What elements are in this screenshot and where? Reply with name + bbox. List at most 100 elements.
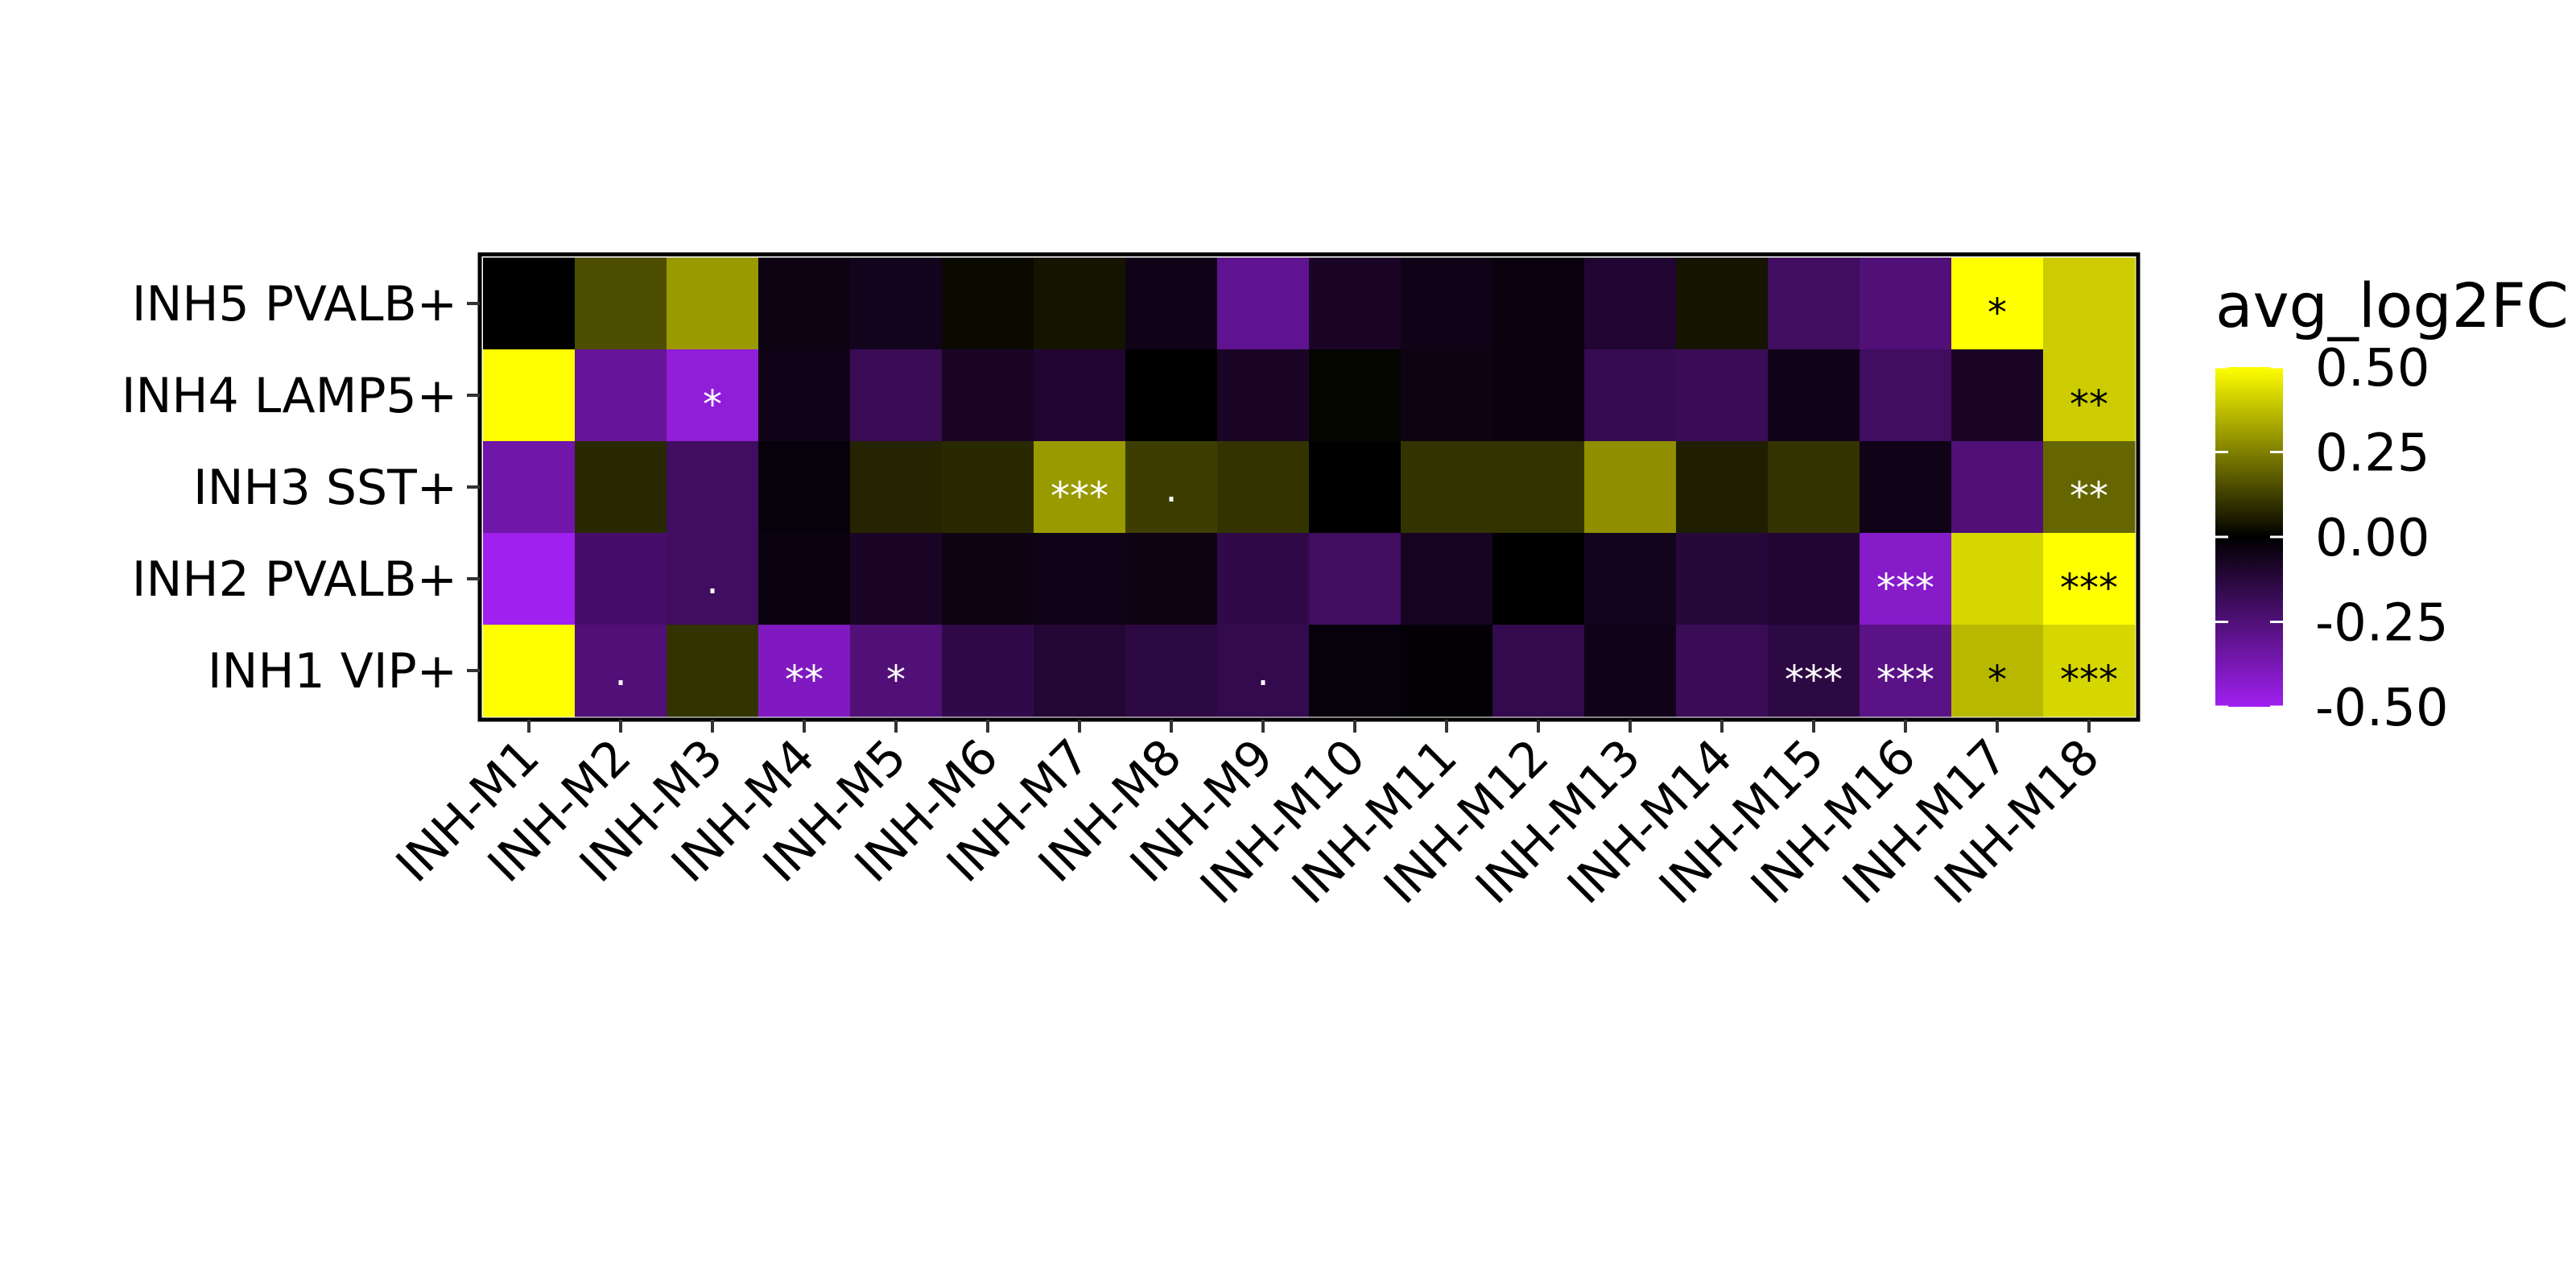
heatmap-cells: [483, 258, 2136, 717]
y-tick-label: INH5 PVALB+: [132, 276, 457, 332]
heatmap-cell-inh2-pvalb-inh-m1: [483, 533, 576, 625]
heatmap-cell-inh3-sst-inh-m9: [1217, 441, 1310, 534]
significance-label: **: [785, 658, 824, 703]
heatmap-cell-inh2-pvalb-inh-m18: [2043, 533, 2136, 625]
heatmap-cell-inh2-pvalb-inh-m13: [1584, 533, 1677, 625]
heatmap-cell-inh4-lamp5-inh-m7: [1034, 349, 1126, 442]
heatmap-cell-inh5-pvalb-inh-m13: [1584, 258, 1677, 350]
heatmap-cell-inh1-vip-inh-m17: [1951, 625, 2044, 717]
heatmap-cell-inh1-vip-inh-m16: [1860, 625, 1952, 717]
significance-label: .: [1257, 650, 1269, 695]
heatmap-cell-inh2-pvalb-inh-m10: [1309, 533, 1402, 625]
heatmap-cell-inh2-pvalb-inh-m16: [1860, 533, 1952, 625]
heatmap-cell-inh4-lamp5-inh-m2: [575, 349, 667, 442]
y-tick-label: INH3 SST+: [193, 460, 457, 516]
legend-tick-label: 0.00: [2315, 509, 2430, 568]
heatmap-cell-inh4-lamp5-inh-m6: [942, 349, 1034, 442]
significance-label: *: [703, 382, 722, 427]
heatmap-cell-inh3-sst-inh-m4: [758, 441, 851, 534]
heatmap-cell-inh5-pvalb-inh-m9: [1217, 258, 1310, 350]
heatmap-cell-inh4-lamp5-inh-m15: [1768, 349, 1860, 442]
heatmap-cell-inh1-vip-inh-m18: [2043, 625, 2136, 717]
heatmap-cell-inh5-pvalb-inh-m4: [758, 258, 851, 350]
heatmap-cell-inh3-sst-inh-m16: [1860, 441, 1952, 534]
heatmap-cell-inh1-vip-inh-m7: [1034, 625, 1126, 717]
heatmap-cell-inh2-pvalb-inh-m17: [1951, 533, 2044, 625]
heatmap-cell-inh5-pvalb-inh-m15: [1768, 258, 1860, 350]
heatmap-cell-inh4-lamp5-inh-m13: [1584, 349, 1677, 442]
significance-label: ***: [1051, 474, 1108, 519]
significance-label: ***: [2060, 658, 2118, 703]
heatmap-cell-inh2-pvalb-inh-m15: [1768, 533, 1860, 625]
legend-tick-label: 0.25: [2315, 424, 2430, 484]
significance-label: **: [2070, 382, 2108, 427]
heatmap-cell-inh2-pvalb-inh-m5: [850, 533, 943, 625]
heatmap-cell-inh1-vip-inh-m14: [1676, 625, 1769, 717]
color-legend: avg_log2FC 0.50 0.25 0.00 -0.25 -0.50: [2215, 270, 2569, 738]
heatmap-cell-inh3-sst-inh-m2: [575, 441, 667, 534]
heatmap-cell-inh4-lamp5-inh-m18: [2043, 349, 2136, 442]
y-tick-label: INH4 LAMP5+: [122, 368, 457, 424]
heatmap-cell-inh1-vip-inh-m10: [1309, 625, 1402, 717]
heatmap-cell-inh2-pvalb-inh-m6: [942, 533, 1034, 625]
heatmap-cell-inh4-lamp5-inh-m5: [850, 349, 943, 442]
legend-tick-label: 0.50: [2315, 339, 2430, 398]
heatmap-cell-inh3-sst-inh-m10: [1309, 441, 1402, 534]
heatmap-cell-inh2-pvalb-inh-m11: [1401, 533, 1493, 625]
heatmap-cell-inh1-vip-inh-m11: [1401, 625, 1493, 717]
significance-label: *: [1988, 291, 2007, 336]
heatmap-cell-inh5-pvalb-inh-m7: [1034, 258, 1126, 350]
heatmap-cell-inh4-lamp5-inh-m12: [1492, 349, 1585, 442]
heatmap-cell-inh2-pvalb-inh-m3: [667, 533, 759, 625]
heatmap-cell-inh1-vip-inh-m12: [1492, 625, 1585, 717]
heatmap-cell-inh4-lamp5-inh-m9: [1217, 349, 1310, 442]
heatmap-cell-inh5-pvalb-inh-m16: [1860, 258, 1952, 350]
heatmap-cell-inh1-vip-inh-m9: [1217, 625, 1310, 717]
significance-label: ***: [2060, 566, 2118, 611]
heatmap-cell-inh5-pvalb-inh-m5: [850, 258, 943, 350]
heatmap-cell-inh3-sst-inh-m11: [1401, 441, 1493, 534]
heatmap-cell-inh2-pvalb-inh-m2: [575, 533, 667, 625]
heatmap-cell-inh5-pvalb-inh-m11: [1401, 258, 1493, 350]
heatmap-cell-inh1-vip-inh-m2: [575, 625, 667, 717]
heatmap-cell-inh5-pvalb-inh-m2: [575, 258, 667, 350]
heatmap-cell-inh1-vip-inh-m4: [758, 625, 851, 717]
heatmap-cell-inh2-pvalb-inh-m9: [1217, 533, 1310, 625]
heatmap-cell-inh5-pvalb-inh-m6: [942, 258, 1034, 350]
heatmap-cell-inh3-sst-inh-m6: [942, 441, 1034, 534]
legend-title: avg_log2FC: [2215, 270, 2569, 341]
y-tick-label: INH2 PVALB+: [132, 551, 457, 608]
heatmap-cell-inh4-lamp5-inh-m10: [1309, 349, 1402, 442]
heatmap-cell-inh1-vip-inh-m6: [942, 625, 1034, 717]
heatmap-cell-inh3-sst-inh-m8: [1125, 441, 1218, 534]
y-axis: INH5 PVALB+ INH4 LAMP5+ INH3 SST+ INH2 PVAL…: [122, 276, 480, 700]
significance-label: *: [1988, 658, 2007, 703]
heatmap-cell-inh4-lamp5-inh-m16: [1860, 349, 1952, 442]
heatmap-cell-inh5-pvalb-inh-m3: [667, 258, 759, 350]
heatmap-cell-inh2-pvalb-inh-m14: [1676, 533, 1769, 625]
heatmap-cell-inh1-vip-inh-m15: [1768, 625, 1860, 717]
heatmap-cell-inh3-sst-inh-m1: [483, 441, 576, 534]
heatmap-cell-inh4-lamp5-inh-m14: [1676, 349, 1769, 442]
heatmap-cell-inh3-sst-inh-m7: [1034, 441, 1126, 534]
heatmap-cell-inh1-vip-inh-m3: [667, 625, 759, 717]
significance-label: ***: [1785, 658, 1843, 703]
heatmap-cell-inh5-pvalb-inh-m18: [2043, 258, 2136, 350]
heatmap-cell-inh1-vip-inh-m8: [1125, 625, 1218, 717]
heatmap-cell-inh4-lamp5-inh-m8: [1125, 349, 1218, 442]
heatmap-cell-inh5-pvalb-inh-m12: [1492, 258, 1585, 350]
heatmap-cell-inh4-lamp5-inh-m11: [1401, 349, 1493, 442]
significance-labels: ** *****. **. *** ***. ** *. *** *** * ***: [614, 291, 2118, 703]
heatmap-cell-inh2-pvalb-inh-m7: [1034, 533, 1126, 625]
heatmap-cell-inh2-pvalb-inh-m4: [758, 533, 851, 625]
heatmap-cell-inh4-lamp5-inh-m1: [483, 349, 576, 442]
significance-label: *: [886, 658, 906, 703]
heatmap-cell-inh2-pvalb-inh-m12: [1492, 533, 1585, 625]
heatmap-cell-inh5-pvalb-inh-m8: [1125, 258, 1218, 350]
significance-label: .: [1165, 466, 1177, 511]
heatmap-cell-inh1-vip-inh-m13: [1584, 625, 1677, 717]
heatmap-cell-inh3-sst-inh-m18: [2043, 441, 2136, 534]
heatmap-cell-inh3-sst-inh-m15: [1768, 441, 1860, 534]
significance-label: ***: [1876, 658, 1934, 703]
